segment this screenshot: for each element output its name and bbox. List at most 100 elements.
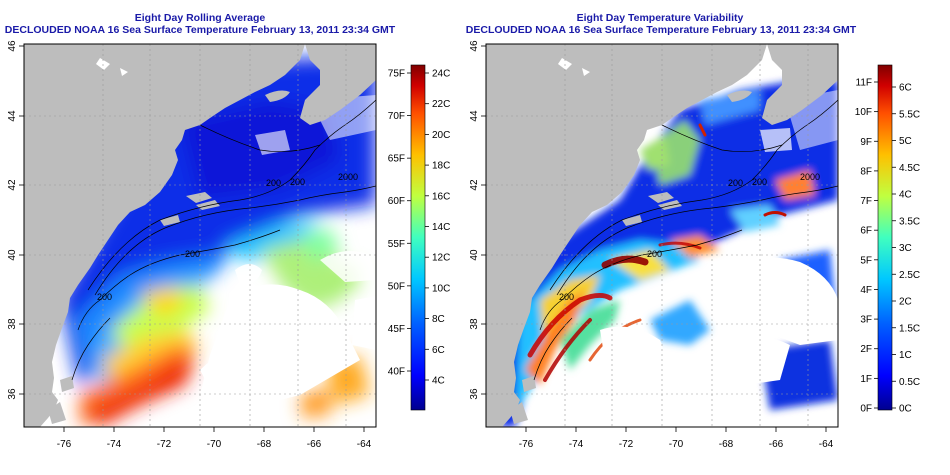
lon-tick-label: -72 [157, 439, 172, 450]
contour-label: 200 [647, 249, 662, 259]
colorbar-c-label: 10C [432, 283, 450, 294]
lat-tick-label: 38 [7, 318, 18, 330]
lat-tick-label: 42 [469, 179, 480, 191]
lon-tick-label: -72 [619, 439, 634, 450]
lon-tick-label: -70 [207, 439, 222, 450]
colorbar-f-label: 55F [388, 239, 405, 250]
lon-tick-label: -74 [107, 439, 122, 450]
colorbar-c-label: 4.5C [899, 163, 920, 174]
colorbar-c-label: 2C [899, 297, 912, 308]
lon-tick-label: -76 [57, 439, 72, 450]
colorbar-c-label: 6C [899, 83, 912, 94]
colorbar-f-label: 9F [860, 137, 872, 148]
left-map-title: Eight Day Rolling Average [134, 12, 266, 24]
lat-tick-label: 36 [469, 388, 480, 400]
graticule [486, 44, 838, 427]
contour-label: 200 [97, 292, 112, 302]
lat-tick-label: 44 [469, 110, 480, 122]
colorbar-c-label: 12C [432, 253, 450, 264]
colorbar-f-label: 2F [860, 344, 872, 355]
colorbar-f-label: 6F [860, 226, 872, 237]
colorbar-f-label: 5F [860, 255, 872, 266]
colorbar-c-label: 20C [432, 130, 450, 141]
contour-label: 200 [185, 249, 200, 259]
colorbar-c-label: 16C [432, 191, 450, 202]
left-sst-map [24, 44, 376, 427]
cloud-gaps [560, 90, 838, 427]
lon-tick-label: -68 [719, 439, 734, 450]
right-map-frame [485, 43, 839, 428]
land [486, 44, 838, 427]
lat-tick-label: 46 [469, 40, 480, 52]
colorbar-f-label: 10F [855, 107, 872, 118]
lat-tick-label: 42 [7, 179, 18, 191]
colorbar-f-label: 11F [856, 78, 873, 89]
contour-label: 200 [266, 178, 281, 188]
colorbar-f-label: 45F [388, 324, 405, 335]
colorbar-c-label: 2.5C [899, 270, 920, 281]
left-colorbar: 75F 70F 65F 60F 55F 50F 45F 40F 24C 22C 20C 18C 16C 1… [388, 64, 450, 411]
contour-label: 2000 [800, 172, 820, 182]
right-map-title: Eight Day Temperature Variability [576, 12, 744, 24]
lon-tick-label: -76 [519, 439, 534, 450]
lon-tick-label: -66 [769, 439, 784, 450]
right-colorbar: 11F 10F 9F 8F 7F 6F 5F 4F 3F 2F 1F 0F 6C 5.5C 5C 4.5C 4C… [855, 64, 920, 415]
colorbar-f-label: 0F [860, 404, 872, 415]
colorbar-c-label: 6C [432, 345, 445, 356]
right-colorbar-ramp [877, 64, 893, 411]
colorbar-f-label: 7F [860, 196, 872, 207]
left-colorbar-ramp [410, 64, 426, 411]
lat-tick-label: 44 [7, 110, 18, 122]
colorbar-f-label: 4F [860, 285, 872, 296]
right-map-subtitle: DECLOUDED NOAA 16 Sea Surface Temperatur… [465, 24, 857, 36]
contour-label: 200 [752, 177, 767, 187]
land [24, 44, 376, 427]
cloud-gaps [200, 95, 376, 410]
lat-tick-label: 46 [7, 40, 18, 52]
left-contour-labels: 200 200 200 2000 200 [97, 172, 358, 302]
colorbar-c-label: 0.5C [899, 377, 920, 388]
left-map-axes: -76 -74 -72 -70 -68 -66 -64 46 44 42 40 38 36 [7, 40, 372, 450]
contour-label: 2000 [338, 172, 358, 182]
left-map-subtitle: DECLOUDED NOAA 16 Sea Surface Temperatur… [4, 24, 396, 36]
contour-label: 200 [728, 178, 743, 188]
colorbar-c-label: 4C [899, 190, 912, 201]
lon-tick-label: -66 [307, 439, 322, 450]
colorbar-f-label: 75F [388, 69, 405, 80]
contour-label: 200 [290, 177, 305, 187]
colorbar-c-label: 18C [432, 161, 450, 172]
lon-tick-label: -68 [257, 439, 272, 450]
colorbar-f-label: 60F [388, 196, 405, 207]
colorbar-c-label: 5.5C [899, 109, 920, 120]
lat-tick-label: 40 [7, 249, 18, 261]
colorbar-c-label: 4C [432, 376, 445, 387]
colorbar-c-label: 5C [899, 136, 912, 147]
right-map-axes: -76 -74 -72 -70 -68 -66 -64 46 44 42 40 38 36 [469, 40, 834, 450]
colorbar-c-label: 3C [899, 243, 912, 254]
colorbar-c-label: 22C [432, 99, 450, 110]
lon-tick-label: -64 [819, 439, 834, 450]
colorbar-f-label: 65F [388, 154, 405, 165]
lon-tick-label: -64 [357, 439, 372, 450]
colorbar-c-label: 24C [432, 69, 450, 80]
colorbar-c-label: 14C [432, 222, 450, 233]
colorbar-c-label: 0C [899, 404, 912, 415]
depth-contours [533, 99, 838, 381]
left-map-frame [23, 43, 377, 428]
colorbar-f-label: 70F [388, 111, 405, 122]
lat-tick-label: 38 [469, 318, 480, 330]
colorbar-c-label: 1C [899, 350, 912, 361]
colorbar-c-label: 3.5C [899, 216, 920, 227]
right-variability-map [486, 44, 838, 427]
colorbar-f-label: 8F [860, 166, 872, 177]
colorbar-f-label: 40F [388, 367, 405, 378]
lat-tick-label: 36 [7, 388, 18, 400]
contour-label: 200 [559, 292, 574, 302]
colorbar-c-label: 1.5C [899, 323, 920, 334]
colorbar-f-label: 50F [388, 281, 405, 292]
graticule [24, 44, 376, 427]
colorbar-f-label: 3F [860, 315, 872, 326]
colorbar-f-label: 1F [860, 374, 872, 385]
lat-tick-label: 40 [469, 249, 480, 261]
